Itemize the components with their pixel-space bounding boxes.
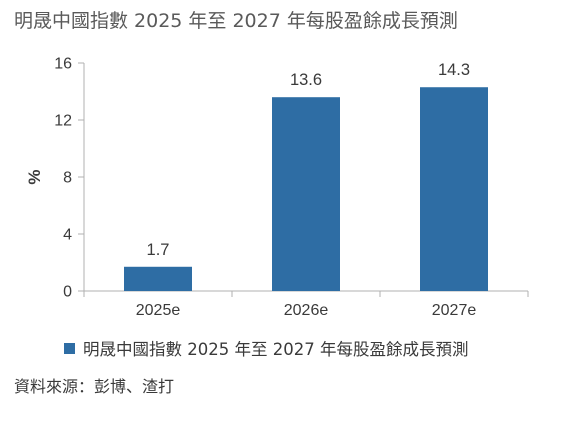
bar-chart: 0 4 8 12 16% 1.7 2025e 13.6 2026e 14.3 2027e (25, 56, 529, 319)
y-tick-label: 0 (63, 284, 72, 301)
bar-2026e (272, 97, 340, 291)
source-note: 資料來源：彭博、渣打 (14, 377, 175, 396)
y-tick-label: 8 (63, 170, 72, 187)
y-tick-label: 4 (63, 227, 72, 244)
data-label-2026e: 13.6 (290, 71, 322, 89)
legend: 明晟中國指數 2025 年至 2027 年每股盈餘成長預測 (64, 336, 468, 360)
bar-2027e (420, 87, 488, 291)
legend-label: 明晟中國指數 2025 年至 2027 年每股盈餘成長預測 (83, 340, 469, 359)
x-tick-label-2025e: 2025e (136, 302, 181, 319)
chart-title: 明晟中國指數 2025 年至 2027 年每股盈餘成長預測 (14, 10, 458, 32)
data-label-2025e: 1.7 (147, 241, 170, 259)
y-tick-label: 16 (54, 56, 72, 73)
x-tick-label-2027e: 2027e (432, 302, 477, 319)
x-tick-label-2026e: 2026e (284, 302, 329, 319)
data-label-2027e: 14.3 (438, 61, 470, 79)
y-axis-label: % (25, 169, 44, 184)
legend-swatch (64, 342, 75, 354)
y-tick-label: 12 (54, 113, 72, 130)
bar-2025e (124, 266, 192, 291)
